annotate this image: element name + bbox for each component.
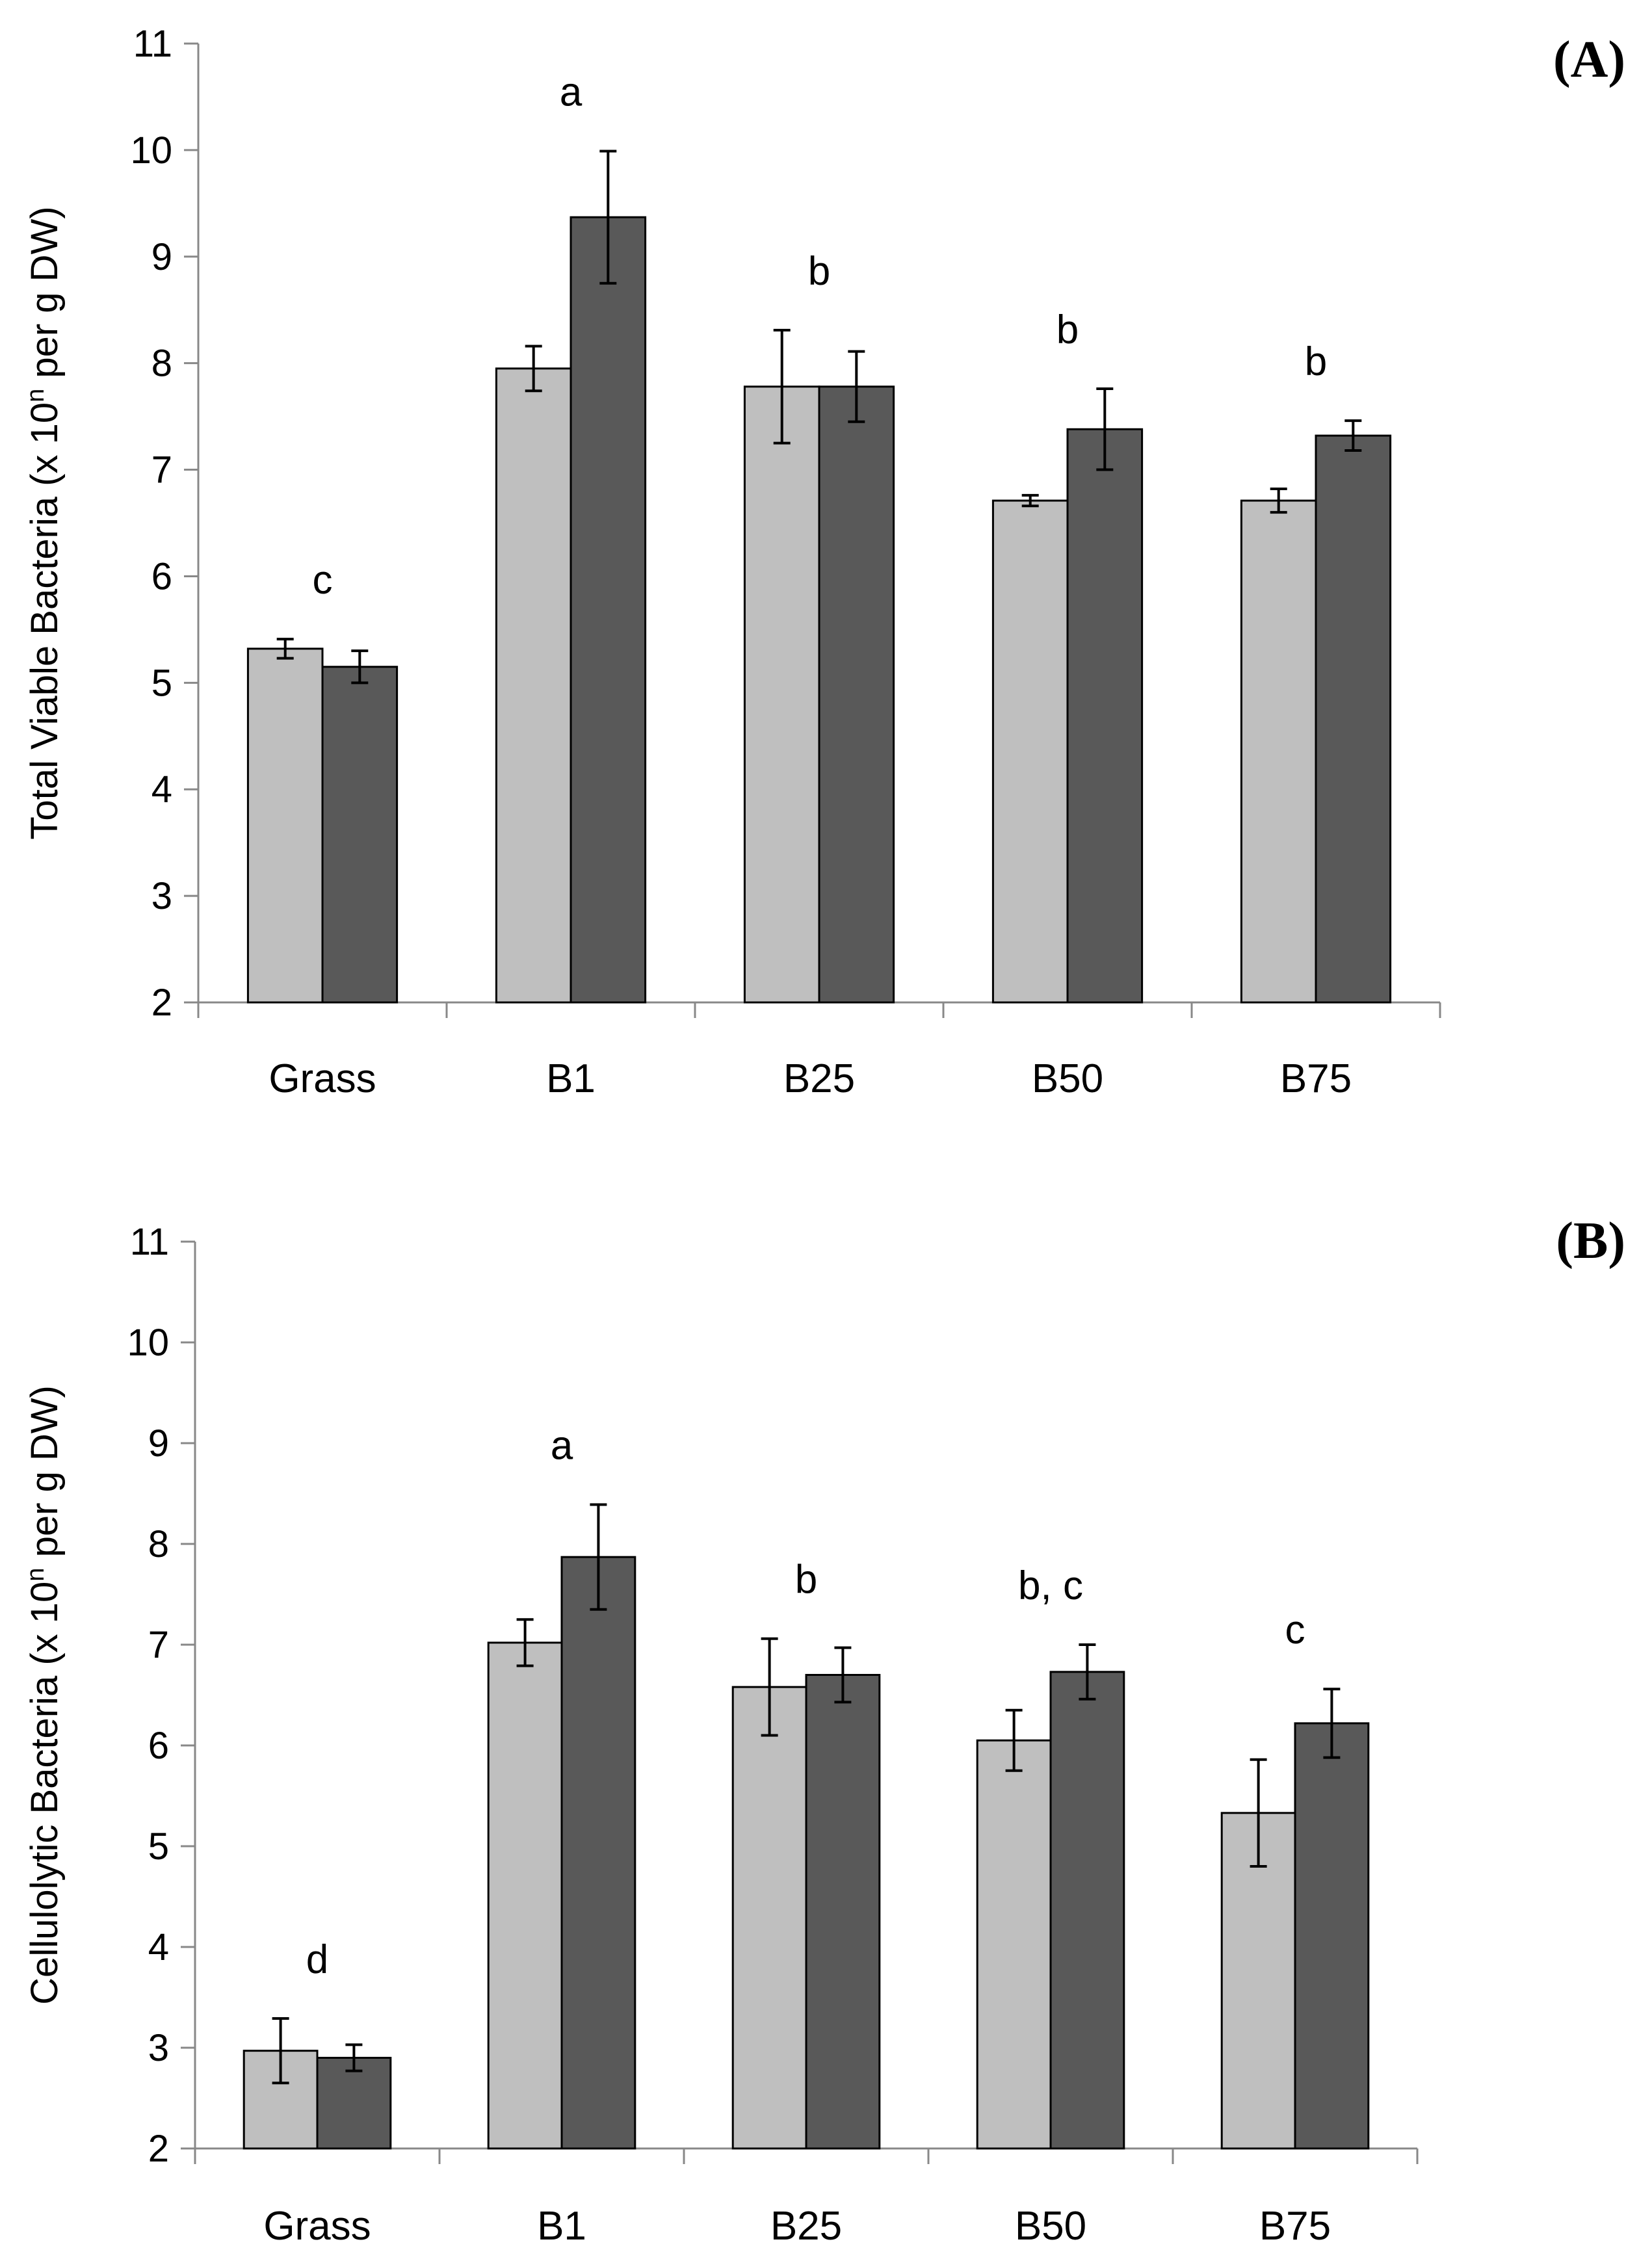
y-tick-label: 6 — [151, 555, 172, 597]
bar-light-b50 — [976, 1739, 1052, 2150]
significance-label: a — [560, 70, 583, 115]
y-axis-title-superscript: n — [22, 1568, 49, 1582]
x-category-label: B50 — [1032, 1056, 1103, 1101]
x-category-label: B1 — [537, 2204, 586, 2249]
y-axis-title-tail: per g DW) — [23, 1385, 66, 1567]
bar-dark-b25 — [805, 1674, 881, 2150]
y-axis-title-text: Cellulolytic Bacteria (x 10 — [23, 1582, 66, 2005]
x-category-label: Grass — [269, 1056, 376, 1101]
y-tick-label: 5 — [148, 1825, 169, 1868]
significance-label: c — [313, 558, 333, 603]
x-category-label: B75 — [1259, 2204, 1331, 2249]
significance-label: b — [795, 1558, 817, 1602]
panel-label: (A) — [1553, 31, 1625, 88]
y-tick-label: 11 — [130, 1221, 169, 1263]
bar-dark-b75 — [1294, 1722, 1370, 2150]
significance-label: b — [808, 249, 830, 294]
y-tick-label: 5 — [151, 662, 172, 704]
x-category-label: B50 — [1015, 2204, 1086, 2249]
bar-light-b25 — [731, 1686, 807, 2150]
y-axis-title-superscript: n — [22, 389, 49, 402]
bar-dark-grass — [316, 2057, 392, 2150]
y-tick-label: 10 — [127, 1322, 169, 1364]
chart-panel-b: 2 3 4 5 6 7 8 9 10 11 Cellulolytic Bacteria (x 10n… — [22, 1212, 1625, 2249]
y-tick-label: 10 — [130, 129, 172, 172]
x-category-label: B75 — [1280, 1056, 1352, 1101]
bar-light-b1 — [487, 1641, 563, 2150]
bar-dark-b50 — [1066, 428, 1144, 1004]
significance-label: d — [306, 1937, 328, 1982]
panel-label: (B) — [1556, 1212, 1625, 1270]
significance-label: c — [1285, 1608, 1305, 1652]
y-tick-label: 4 — [148, 1926, 169, 1968]
significance-label: b — [1305, 339, 1327, 384]
y-tick-label: 4 — [151, 768, 172, 811]
y-axis-title: Total Viable Bacteria (x 10n per g DW) — [22, 206, 66, 839]
x-category-label: B25 — [770, 2204, 842, 2249]
bar-light-grass — [246, 647, 324, 1004]
bar-dark-b50 — [1049, 1671, 1125, 2150]
y-tick-label: 9 — [148, 1422, 169, 1465]
significance-label: a — [551, 1424, 573, 1469]
bar-dark-b1 — [570, 216, 647, 1004]
y-axis-title: Cellulolytic Bacteria (x 10n per g DW) — [22, 1385, 66, 2005]
y-tick-label: 8 — [151, 343, 172, 385]
y-tick-label: 2 — [148, 2128, 169, 2170]
x-category-label: B1 — [546, 1056, 596, 1101]
y-tick-label: 7 — [148, 1624, 169, 1666]
bar-dark-b1 — [560, 1556, 636, 2150]
y-axis-title-text: Total Viable Bacteria (x 10 — [23, 402, 66, 840]
bar-light-b50 — [991, 499, 1069, 1004]
bar-light-b75 — [1240, 499, 1317, 1004]
x-category-label: B25 — [783, 1056, 855, 1101]
y-tick-label: 11 — [133, 23, 172, 65]
y-tick-label: 6 — [148, 1725, 169, 1767]
y-tick-label: 7 — [151, 449, 172, 491]
bar-light-b25 — [743, 385, 820, 1004]
bar-light-b75 — [1220, 1812, 1296, 2150]
bar-dark-b75 — [1315, 434, 1392, 1004]
y-tick-label: 8 — [148, 1523, 169, 1565]
y-tick-label: 2 — [151, 982, 172, 1024]
bar-light-b1 — [495, 367, 572, 1004]
y-tick-label: 3 — [151, 875, 172, 917]
y-axis-title-tail: per g DW) — [23, 206, 66, 388]
y-tick-label: 9 — [151, 236, 172, 278]
significance-label: b, c — [1018, 1563, 1083, 1608]
bar-dark-b25 — [818, 385, 895, 1004]
bar-dark-grass — [321, 666, 399, 1004]
y-tick-label: 3 — [148, 2027, 169, 2069]
chart-panel-a: 2 3 4 5 6 7 8 9 10 11 Total Viable Bacteria (x 10n… — [22, 23, 1625, 1101]
significance-label: b — [1056, 307, 1079, 352]
x-category-label: Grass — [263, 2204, 371, 2249]
